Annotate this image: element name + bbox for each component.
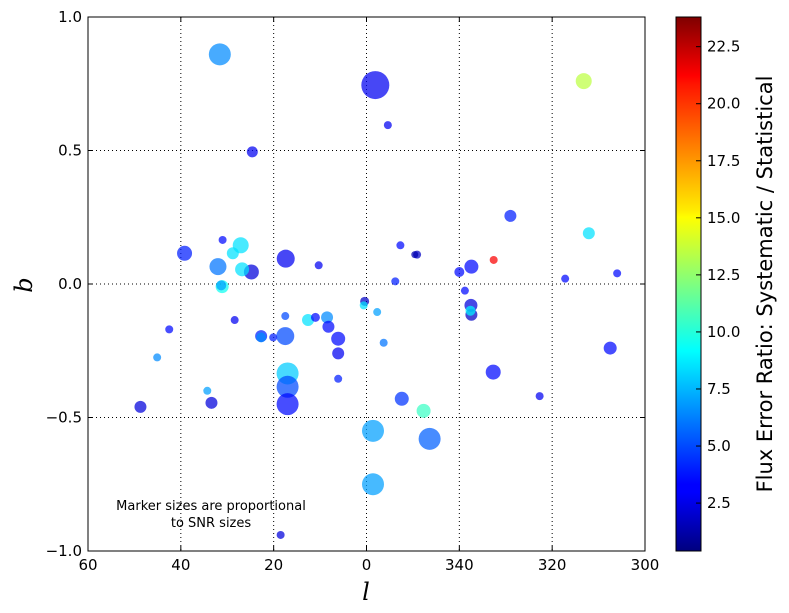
x-tick-label: 40 bbox=[171, 556, 190, 574]
scatter-point bbox=[205, 396, 218, 409]
scatter-point bbox=[603, 341, 617, 355]
scatter-point bbox=[276, 249, 295, 268]
y-axis-ticks: 1.0 0.5 0.0 −0.5 −1.0 bbox=[46, 8, 645, 560]
x-tick-label: 320 bbox=[538, 556, 567, 574]
scatter-point bbox=[383, 121, 392, 130]
colorbar-tick-label: 15.0 bbox=[707, 209, 740, 227]
scatter-point bbox=[203, 386, 212, 395]
scatter-point bbox=[416, 403, 431, 418]
x-tick-label: 60 bbox=[78, 556, 97, 574]
scatter-point bbox=[177, 245, 193, 261]
scatter-point bbox=[394, 391, 409, 406]
scatter-point bbox=[334, 374, 343, 383]
scatter-point bbox=[485, 364, 501, 380]
scatter-point bbox=[153, 353, 162, 362]
scatter-point bbox=[235, 262, 250, 277]
colorbar-title: Flux Error Ratio: Systematic / Statistic… bbox=[753, 76, 777, 493]
scatter-point bbox=[361, 419, 384, 442]
colorbar-tick-label: 5.0 bbox=[707, 437, 731, 455]
scatter-point bbox=[134, 400, 147, 413]
y-tick-label: −1.0 bbox=[46, 542, 82, 560]
scatter-point bbox=[411, 251, 419, 259]
scatter-point bbox=[310, 312, 320, 322]
scatter-point bbox=[582, 227, 595, 240]
y-tick-label: 0.5 bbox=[58, 142, 82, 160]
scatter-point bbox=[464, 259, 479, 274]
scatter-point bbox=[391, 277, 400, 286]
scatter-point bbox=[218, 235, 227, 244]
colorbar-tick-label: 7.5 bbox=[707, 380, 731, 398]
colorbar-tick-label: 2.5 bbox=[707, 494, 731, 512]
scatter-point bbox=[454, 266, 465, 277]
scatter-point bbox=[460, 286, 469, 295]
x-tick-label: 20 bbox=[264, 556, 283, 574]
scatter-point bbox=[246, 146, 258, 158]
scatter-point bbox=[216, 280, 227, 291]
scatter-point bbox=[575, 73, 592, 90]
scatter-point bbox=[209, 258, 227, 276]
scatter-point bbox=[379, 338, 388, 347]
scatter-point bbox=[226, 247, 239, 260]
y-tick-label: 0.0 bbox=[58, 275, 82, 293]
scatter-point bbox=[373, 308, 382, 317]
scatter-point bbox=[396, 241, 405, 250]
colorbar-tick-label: 12.5 bbox=[707, 266, 740, 284]
scatter-point bbox=[361, 473, 384, 496]
colorbar-tick-label: 10.0 bbox=[707, 323, 740, 341]
colorbar-tick-label: 22.5 bbox=[707, 38, 740, 56]
colorbar-ticks: 2.5 5.0 7.5 10.0 12.5 15.0 17.5 20.0 22.5 bbox=[696, 38, 740, 512]
scatter-point bbox=[230, 316, 239, 325]
x-axis-ticks: 60 40 20 0 340 320 300 bbox=[78, 17, 659, 574]
scatter-point bbox=[332, 347, 345, 360]
scatter-point bbox=[361, 71, 390, 100]
scatter-point bbox=[281, 312, 290, 321]
colorbar bbox=[675, 16, 702, 552]
scatter-point bbox=[465, 305, 476, 316]
scatter-point bbox=[613, 269, 622, 278]
scatter-point bbox=[208, 43, 231, 66]
scatter-point bbox=[269, 333, 278, 342]
scatter-point bbox=[314, 261, 323, 270]
colorbar-tick-label: 17.5 bbox=[707, 152, 740, 170]
x-tick-label: 340 bbox=[445, 556, 474, 574]
scatter-point bbox=[276, 530, 285, 539]
scatter-point bbox=[359, 301, 368, 310]
x-tick-label: 0 bbox=[362, 556, 372, 574]
y-tick-label: −0.5 bbox=[46, 409, 82, 427]
y-axis-title: b bbox=[10, 277, 38, 292]
x-tick-label: 300 bbox=[631, 556, 660, 574]
scatter-point bbox=[418, 427, 441, 450]
scatter-points bbox=[134, 43, 622, 539]
scatter-point bbox=[321, 311, 334, 324]
scatter-point bbox=[165, 325, 174, 334]
colorbar-tick-label: 20.0 bbox=[707, 95, 740, 113]
scatter-point bbox=[561, 274, 570, 283]
annotation-line-2: to SNR sizes bbox=[171, 516, 252, 531]
scatter-point bbox=[276, 393, 299, 416]
x-axis-title: l bbox=[362, 578, 370, 606]
scatter-point bbox=[535, 392, 544, 401]
grid-lines bbox=[88, 17, 645, 551]
scatter-point bbox=[489, 255, 498, 264]
scatter-point bbox=[276, 327, 295, 346]
scatter-point bbox=[256, 332, 267, 343]
scatter-point bbox=[276, 375, 299, 398]
scatter-point bbox=[331, 331, 346, 346]
y-tick-label: 1.0 bbox=[58, 8, 82, 26]
annotation-line-1: Marker sizes are proportional bbox=[116, 499, 306, 514]
scatter-point bbox=[322, 320, 335, 333]
scatter-point bbox=[504, 209, 517, 222]
